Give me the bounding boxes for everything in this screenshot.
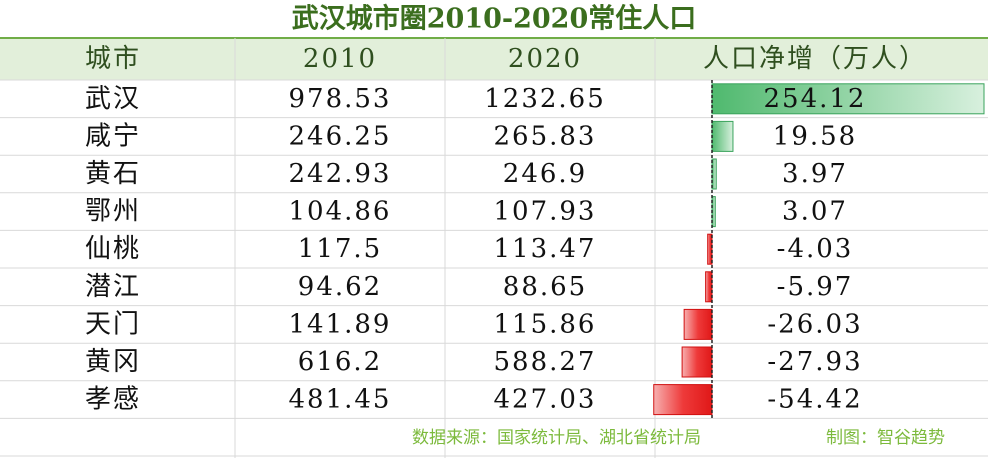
data-bar [683,308,713,340]
number-cell: 94.62 [298,272,382,302]
number-cell: 115.86 [494,309,597,339]
number-cell: 113.47 [494,234,597,264]
header-cell: 2020 [508,44,582,74]
data-bar [653,384,713,416]
city-cell: 天门 [85,309,141,339]
number-cell: 117.5 [298,234,382,264]
grid [0,38,988,458]
number-cell: -4.03 [777,234,854,264]
title: 武汉城市圈2010-2020常住人口 [292,3,697,35]
number-cell: 19.58 [773,121,857,151]
number-cell: 88.65 [503,272,587,302]
number-cell: 3.07 [782,197,848,227]
number-cell: 104.86 [289,197,392,227]
city-cell: 黄石 [85,159,141,189]
header-cell: 城市 [85,44,141,74]
data-bar [705,271,713,303]
data-bar [707,233,713,265]
header-bg [0,38,988,80]
number-cell: 588.27 [494,347,597,377]
city-cell: 黄冈 [85,347,141,377]
number-cell: 246.9 [503,159,587,189]
cells: 城市 2010 2020 人口净增（万人） 武汉 978.53 1232.65 254.12 咸… [85,44,985,419]
data-bar [711,120,734,152]
number-cell: 1232.65 [484,84,606,114]
number-cell: -54.42 [767,385,862,415]
number-cell: 265.83 [494,121,597,151]
number-cell: 978.53 [289,84,392,114]
city-cell: 鄂州 [85,197,141,227]
number-cell: 254.12 [764,84,867,114]
footer-credit: 制图：智谷趋势 [826,428,945,448]
city-cell: 潜江 [85,272,141,302]
number-cell: 107.93 [494,197,597,227]
number-cell: 246.25 [289,121,392,151]
city-cell: 仙桃 [85,234,141,264]
number-cell: 481.45 [289,385,392,415]
number-cell: 141.89 [289,309,392,339]
city-cell: 孝感 [85,385,141,415]
data-bar [681,346,713,378]
header-cell: 2010 [303,44,377,74]
number-cell: 616.2 [298,347,382,377]
data-bar [711,83,985,115]
number-cell: -27.93 [767,347,862,377]
number-cell: 427.03 [494,385,597,415]
number-cell: -5.97 [777,272,854,302]
number-cell: 242.93 [289,159,392,189]
number-cell: 3.97 [782,159,848,189]
header-cell: 人口净增（万人） [703,44,927,74]
city-cell: 咸宁 [85,121,141,151]
data-bar [711,158,717,190]
city-cell: 武汉 [85,84,141,114]
number-cell: -26.03 [767,309,862,339]
footer-source: 数据来源：国家统计局、湖北省统计局 [412,428,701,448]
